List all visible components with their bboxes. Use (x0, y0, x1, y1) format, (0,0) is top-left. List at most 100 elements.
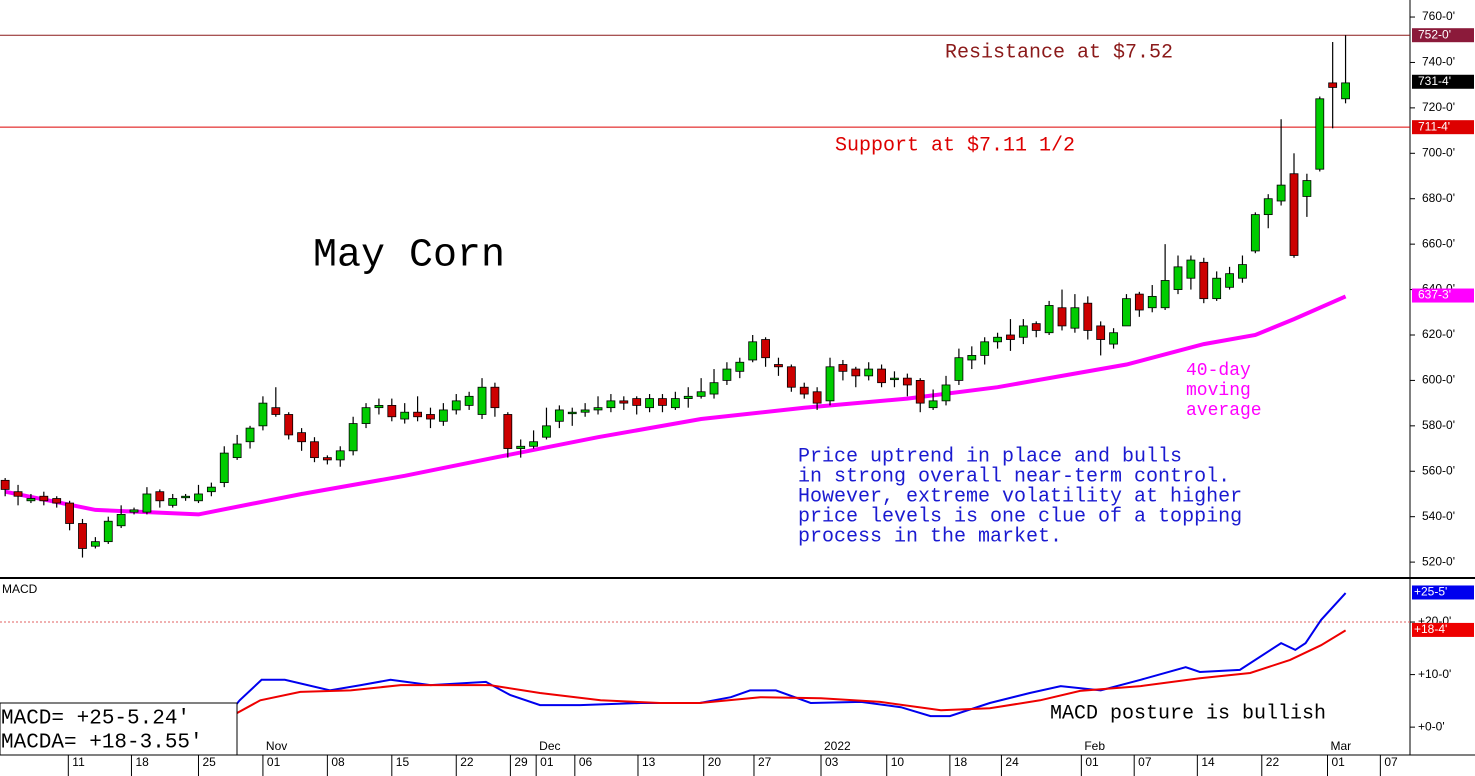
x-tick-label: 15 (396, 755, 410, 769)
candle-body (142, 493, 152, 513)
ma-label: moving (1186, 381, 1251, 401)
x-tick-label: 18 (135, 755, 149, 769)
candle-body (1186, 259, 1196, 279)
x-tick-label: 18 (954, 755, 968, 769)
candle-body (1315, 98, 1325, 170)
macd-tag (1412, 622, 1474, 637)
candle-body (709, 382, 719, 395)
price-tag (1412, 288, 1474, 303)
x-tick-label: 07 (1384, 755, 1398, 769)
candle-body (1225, 273, 1234, 288)
candle-body (954, 357, 964, 381)
candle-body (181, 495, 190, 499)
candle-body (748, 341, 758, 361)
price-tag (1412, 74, 1474, 89)
candle-body (116, 514, 126, 527)
candle-body (1263, 198, 1273, 216)
candle-body (1031, 323, 1041, 331)
candle-body (980, 341, 990, 356)
candle-body (993, 336, 1002, 343)
candle-body (206, 486, 216, 493)
price-tag-label: 637-3' (1418, 288, 1451, 302)
candle-body (761, 339, 770, 359)
candle-body (1173, 266, 1183, 290)
x-tick-label: 27 (758, 755, 772, 769)
candle-body (1160, 280, 1170, 309)
candle-body (1212, 277, 1222, 300)
panel-title: MACD (2, 582, 38, 596)
moving-average (4, 294, 1347, 517)
candle-body (632, 398, 642, 406)
x-tick-label: 07 (1138, 755, 1152, 769)
candle-body (941, 384, 951, 402)
candle-body (451, 400, 461, 411)
price-tag-label: 711-4' (1418, 119, 1450, 133)
macd-line (214, 629, 1347, 726)
candle-body (258, 402, 268, 427)
candle-body (413, 411, 422, 418)
candle-body (683, 395, 693, 399)
candle-body (129, 509, 139, 513)
y-tick-label: 560-0' (1422, 463, 1455, 477)
price-tag (1412, 120, 1474, 135)
price-tag (1412, 28, 1474, 43)
month-label: Nov (266, 739, 287, 753)
candle-body (567, 411, 577, 415)
month-label: 2022 (824, 739, 851, 753)
x-tick-label: 22 (460, 755, 474, 769)
candle-body (232, 443, 242, 459)
candle-body (1289, 173, 1299, 256)
candle-body (554, 409, 564, 422)
candle-body (735, 361, 745, 372)
y-tick-label: +0-0' (1418, 719, 1445, 733)
macd-tag-label: +25-5' (1414, 585, 1447, 599)
candle-body (799, 386, 809, 395)
candle-body (284, 414, 294, 436)
candle-body (580, 409, 590, 413)
candle-body (619, 400, 629, 404)
candle-body (1238, 264, 1247, 279)
x-tick-label: 10 (891, 755, 905, 769)
candle-body (1109, 332, 1118, 345)
candle-body (542, 425, 551, 438)
candle-body (825, 366, 835, 402)
candle-body (438, 409, 448, 422)
month-label: Dec (539, 739, 560, 753)
candle-body (812, 391, 822, 404)
candle-body (322, 457, 332, 461)
candle-body (503, 414, 513, 449)
candle-body (786, 366, 796, 388)
comment-line: price levels is one clue of a topping (798, 505, 1242, 528)
candle-body (271, 407, 281, 415)
y-tick-label: 760-0' (1422, 9, 1455, 23)
candle-body (219, 452, 229, 484)
candle-body (645, 398, 654, 409)
candle-body (0, 479, 10, 490)
candle-body (915, 380, 925, 404)
candle-body (1341, 82, 1350, 100)
x-tick-label: 20 (708, 755, 722, 769)
candle-body (13, 491, 23, 497)
candle-body (1328, 82, 1338, 88)
candle-body (516, 445, 526, 449)
y-tick-label: 620-0' (1422, 327, 1455, 341)
ma-label: 40-day (1186, 361, 1251, 381)
candle-body (39, 495, 49, 502)
x-tick-label: 22 (1266, 755, 1280, 769)
y-tick-label: 680-0' (1422, 191, 1455, 205)
chart-title: May Corn (313, 234, 505, 279)
candle-body (593, 407, 603, 411)
candle-body (335, 450, 345, 461)
macd-line (214, 592, 1347, 731)
candle-body (1276, 184, 1286, 202)
candle-body (529, 441, 538, 447)
candle-body (696, 391, 706, 397)
candle-body (967, 355, 977, 361)
month-label: Feb (1084, 739, 1105, 753)
candle-body (1006, 334, 1015, 340)
candle-body (103, 520, 113, 543)
candle-body (1302, 180, 1312, 197)
candle-body (1083, 302, 1093, 331)
